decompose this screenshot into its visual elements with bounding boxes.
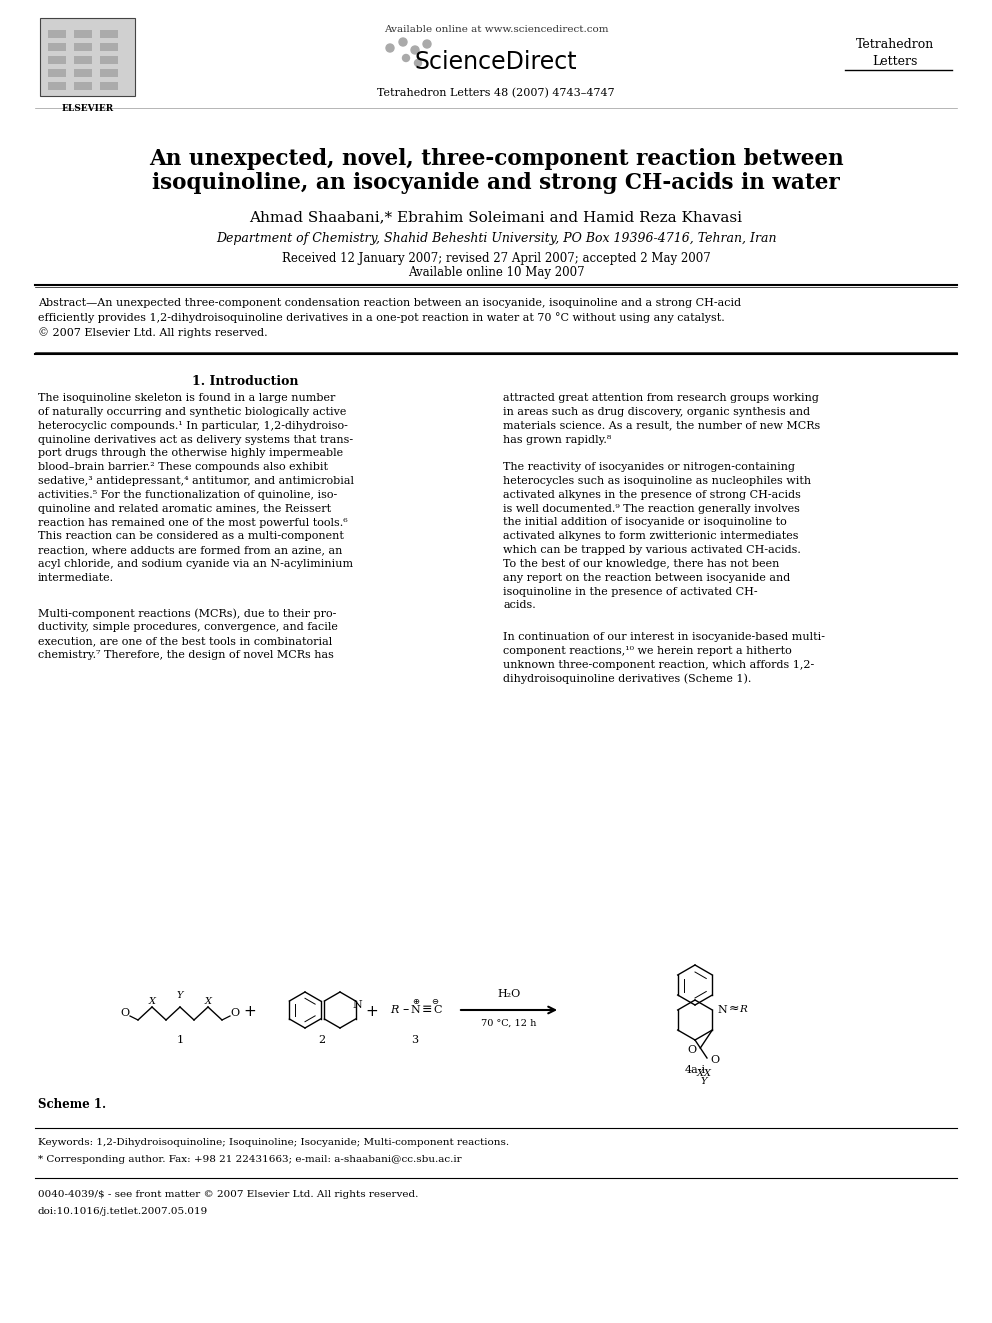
- Circle shape: [399, 38, 407, 46]
- Text: 3: 3: [412, 1035, 419, 1045]
- Circle shape: [423, 40, 431, 48]
- Text: N: N: [353, 1000, 362, 1009]
- Text: doi:10.1016/j.tetlet.2007.05.019: doi:10.1016/j.tetlet.2007.05.019: [38, 1207, 208, 1216]
- Text: H₂O: H₂O: [497, 990, 521, 999]
- Text: * Corresponding author. Fax: +98 21 22431663; e-mail: a-shaabani@cc.sbu.ac.ir: * Corresponding author. Fax: +98 21 2243…: [38, 1155, 461, 1164]
- Bar: [48, 82, 66, 90]
- Text: attracted great attention from research groups working
in areas such as drug dis: attracted great attention from research …: [503, 393, 820, 445]
- Text: Abstract—An unexpected three-component condensation reaction between an isocyani: Abstract—An unexpected three-component c…: [38, 298, 741, 339]
- Text: ≈: ≈: [728, 1002, 739, 1015]
- Text: Y: Y: [177, 991, 184, 999]
- Text: Tetrahedron Letters 48 (2007) 4743–4747: Tetrahedron Letters 48 (2007) 4743–4747: [377, 89, 615, 98]
- Text: ScienceDirect: ScienceDirect: [415, 50, 577, 74]
- Bar: [100, 56, 118, 64]
- Text: 1. Introduction: 1. Introduction: [191, 374, 299, 388]
- Text: R: R: [390, 1005, 399, 1015]
- Text: O: O: [230, 1008, 239, 1017]
- Bar: [40, 19, 135, 97]
- Text: The reactivity of isocyanides or nitrogen-containing
heterocycles such as isoqui: The reactivity of isocyanides or nitroge…: [503, 462, 811, 610]
- Circle shape: [411, 46, 419, 54]
- Text: An unexpected, novel, three-component reaction between: An unexpected, novel, three-component re…: [149, 148, 843, 169]
- Text: In continuation of our interest in isocyanide-based multi-
component reactions,¹: In continuation of our interest in isocy…: [503, 632, 825, 684]
- Text: 2: 2: [318, 1035, 325, 1045]
- Text: N: N: [410, 1005, 420, 1015]
- Text: Tetrahedron: Tetrahedron: [856, 38, 934, 52]
- Bar: [48, 30, 66, 38]
- Text: Y: Y: [700, 1077, 707, 1085]
- Text: X: X: [149, 996, 156, 1005]
- Text: Multi-component reactions (MCRs), due to their pro-
ductivity, simple procedures: Multi-component reactions (MCRs), due to…: [38, 609, 338, 660]
- Text: Keywords: 1,2-Dihydroisoquinoline; Isoquinoline; Isocyanide; Multi-component rea: Keywords: 1,2-Dihydroisoquinoline; Isoqu…: [38, 1138, 509, 1147]
- Text: ⊕: ⊕: [413, 998, 420, 1007]
- Circle shape: [415, 60, 422, 66]
- Text: Letters: Letters: [872, 56, 918, 67]
- Bar: [74, 56, 92, 64]
- Bar: [100, 44, 118, 52]
- Bar: [48, 56, 66, 64]
- Text: 4a-i: 4a-i: [684, 1065, 705, 1076]
- Text: 0040-4039/$ - see front matter © 2007 Elsevier Ltd. All rights reserved.: 0040-4039/$ - see front matter © 2007 El…: [38, 1189, 419, 1199]
- Bar: [48, 69, 66, 77]
- Bar: [100, 30, 118, 38]
- Bar: [74, 69, 92, 77]
- Bar: [74, 82, 92, 90]
- Circle shape: [386, 44, 394, 52]
- Text: Available online at www.sciencedirect.com: Available online at www.sciencedirect.co…: [384, 25, 608, 34]
- Text: Received 12 January 2007; revised 27 April 2007; accepted 2 May 2007: Received 12 January 2007; revised 27 Apr…: [282, 251, 710, 265]
- Text: Ahmad Shaabani,* Ebrahim Soleimani and Hamid Reza Khavasi: Ahmad Shaabani,* Ebrahim Soleimani and H…: [250, 210, 742, 224]
- Text: The isoquinoline skeleton is found in a large number
of naturally occurring and : The isoquinoline skeleton is found in a …: [38, 393, 354, 583]
- Text: X: X: [696, 1069, 703, 1077]
- Text: Scheme 1.: Scheme 1.: [38, 1098, 106, 1111]
- Circle shape: [403, 54, 410, 61]
- Text: +: +: [366, 1004, 378, 1020]
- Text: O: O: [710, 1054, 719, 1065]
- Text: O: O: [120, 1008, 130, 1017]
- Bar: [48, 44, 66, 52]
- Text: 1: 1: [177, 1035, 184, 1045]
- Text: ≡: ≡: [422, 1004, 433, 1016]
- Bar: [74, 30, 92, 38]
- Text: R: R: [739, 1005, 747, 1015]
- Text: X: X: [204, 996, 211, 1005]
- Text: isoquinoline, an isocyanide and strong CH-acids in water: isoquinoline, an isocyanide and strong C…: [152, 172, 840, 194]
- Text: Department of Chemistry, Shahid Beheshti University, PO Box 19396-4716, Tehran, : Department of Chemistry, Shahid Beheshti…: [215, 232, 777, 245]
- Bar: [100, 69, 118, 77]
- Text: +: +: [244, 1004, 256, 1020]
- Text: O: O: [687, 1045, 697, 1054]
- Text: N: N: [717, 1005, 727, 1015]
- Text: X: X: [703, 1069, 710, 1077]
- Text: –: –: [402, 1004, 409, 1016]
- Text: 70 °C, 12 h: 70 °C, 12 h: [481, 1019, 537, 1028]
- Bar: [100, 82, 118, 90]
- Text: ELSEVIER: ELSEVIER: [62, 105, 114, 112]
- Text: Available online 10 May 2007: Available online 10 May 2007: [408, 266, 584, 279]
- Text: C: C: [433, 1005, 441, 1015]
- Bar: [74, 44, 92, 52]
- Text: ⊖: ⊖: [432, 998, 438, 1007]
